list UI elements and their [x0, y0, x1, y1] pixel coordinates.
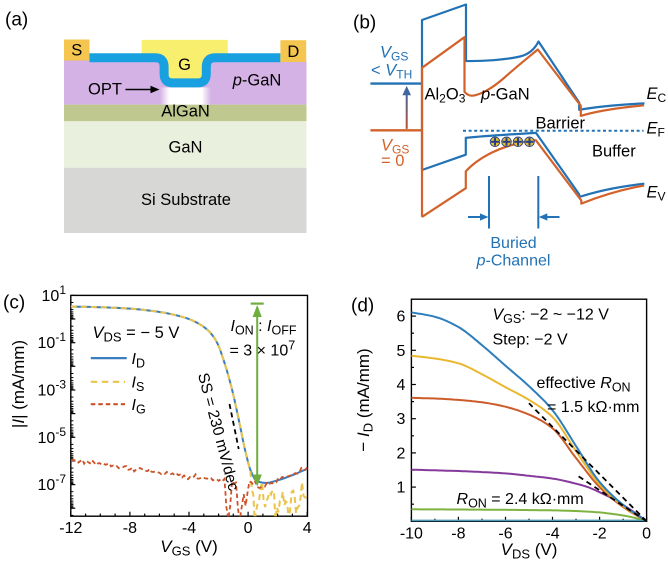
svg-text:Buried: Buried: [490, 235, 536, 252]
svg-text:ID: ID: [132, 351, 145, 371]
svg-text:= 1.5 kΩ·mm: = 1.5 kΩ·mm: [547, 399, 639, 416]
svg-text:-4: -4: [182, 520, 196, 537]
svg-text:Al2O3: Al2O3: [425, 86, 466, 106]
svg-text:Barrier: Barrier: [536, 115, 586, 133]
svg-text:G: G: [178, 56, 191, 74]
svg-text:VDS = − 5 V: VDS = − 5 V: [93, 324, 180, 345]
svg-text:OPT: OPT: [88, 81, 122, 99]
svg-text:(b): (b): [353, 13, 376, 34]
svg-text:10-3: 10-3: [38, 378, 67, 400]
svg-text:VGS: −2 ~ −12 V: VGS: −2 ~ −12 V: [493, 307, 610, 327]
svg-text:0: 0: [244, 520, 253, 537]
svg-text:p-GaN: p-GaN: [480, 86, 530, 104]
svg-text:IS: IS: [132, 375, 145, 395]
svg-text:(a): (a): [5, 10, 28, 31]
svg-text:VGS: VGS: [380, 44, 408, 64]
svg-text:p-Channel: p-Channel: [476, 253, 551, 270]
svg-text:-2: -2: [592, 526, 606, 543]
svg-text:< VTH: < VTH: [371, 62, 412, 82]
svg-text:p-GaN: p-GaN: [232, 72, 282, 90]
svg-text:IG: IG: [132, 397, 146, 417]
svg-text:-12: -12: [59, 520, 82, 537]
svg-text:10-7: 10-7: [38, 472, 67, 494]
svg-text:0: 0: [642, 526, 651, 543]
svg-text:= 0: = 0: [381, 152, 404, 170]
svg-text:D: D: [287, 43, 299, 61]
svg-text:Si Substrate: Si Substrate: [141, 191, 231, 209]
svg-text:= 3 × 107: = 3 × 107: [230, 339, 296, 360]
svg-text:EC: EC: [647, 85, 667, 105]
svg-text:2: 2: [396, 445, 405, 462]
svg-text:3: 3: [396, 411, 405, 428]
svg-text:101: 101: [42, 283, 67, 305]
svg-text:EF: EF: [647, 120, 665, 140]
svg-text:5: 5: [396, 343, 405, 360]
svg-text:-8: -8: [123, 520, 137, 537]
svg-text:4: 4: [396, 377, 405, 394]
svg-text:-10: -10: [400, 526, 423, 543]
svg-text:-6: -6: [498, 526, 512, 543]
svg-text:effective RON: effective RON: [537, 375, 631, 395]
svg-text:(c): (c): [3, 293, 25, 314]
svg-text:|I| (mA/mm): |I| (mA/mm): [9, 340, 28, 428]
svg-text:-8: -8: [451, 526, 465, 543]
svg-text:6: 6: [396, 309, 405, 326]
svg-text:(d): (d): [351, 296, 374, 317]
svg-text:AlGaN: AlGaN: [161, 103, 210, 121]
svg-text:VGS: VGS: [381, 137, 409, 157]
svg-text:10-5: 10-5: [38, 425, 67, 447]
svg-text:GaN: GaN: [169, 139, 203, 157]
svg-text:1: 1: [396, 480, 405, 497]
svg-text:VDS (V): VDS (V): [501, 540, 558, 562]
svg-text:Step: −2 V: Step: −2 V: [493, 332, 568, 349]
svg-text:4: 4: [303, 520, 312, 537]
svg-text:Buffer: Buffer: [592, 143, 636, 161]
svg-text:10-1: 10-1: [38, 330, 67, 352]
svg-text:-4: -4: [545, 526, 559, 543]
svg-text:EV: EV: [647, 184, 666, 204]
svg-text:− ID (mA/mm): − ID (mA/mm): [354, 348, 376, 451]
svg-text:VGS (V): VGS (V): [160, 537, 218, 559]
svg-text:ION : IOFF: ION : IOFF: [231, 318, 297, 338]
svg-text:RON = 2.4 kΩ·mm: RON = 2.4 kΩ·mm: [457, 491, 584, 511]
svg-text:S: S: [71, 42, 82, 60]
